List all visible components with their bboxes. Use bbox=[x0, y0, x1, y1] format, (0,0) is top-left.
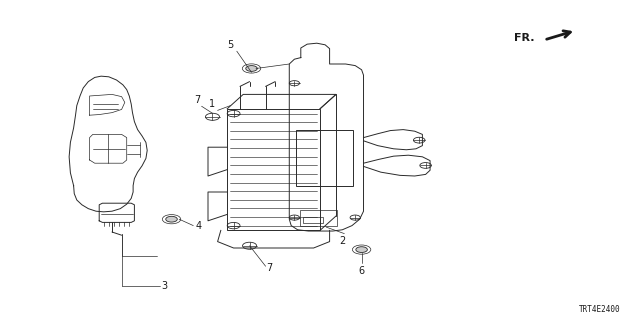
Text: 7: 7 bbox=[266, 263, 273, 273]
Text: 6: 6 bbox=[358, 266, 365, 276]
Text: 7: 7 bbox=[194, 95, 200, 105]
Text: 3: 3 bbox=[161, 281, 168, 292]
Circle shape bbox=[246, 66, 257, 71]
Circle shape bbox=[356, 247, 367, 252]
Text: 4: 4 bbox=[195, 220, 202, 231]
Text: 2: 2 bbox=[339, 236, 346, 246]
Bar bbox=[296, 130, 353, 186]
Text: FR.: FR. bbox=[514, 33, 534, 44]
Text: 1: 1 bbox=[209, 99, 216, 109]
Bar bbox=[300, 210, 337, 226]
Bar bbox=[227, 109, 320, 230]
Circle shape bbox=[166, 216, 177, 222]
Bar bbox=[303, 217, 323, 223]
Text: TRT4E2400: TRT4E2400 bbox=[579, 305, 621, 314]
Text: 5: 5 bbox=[227, 40, 234, 50]
